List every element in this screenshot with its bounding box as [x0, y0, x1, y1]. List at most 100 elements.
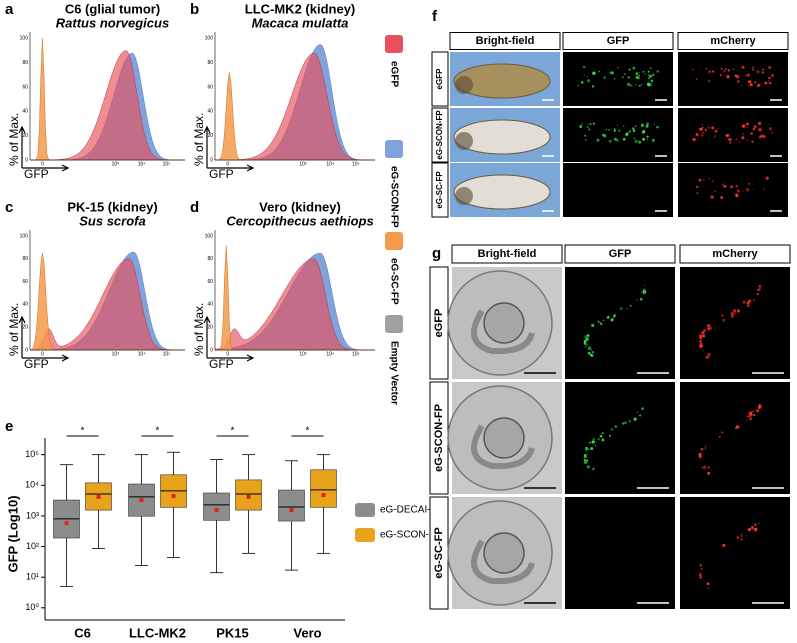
panel-title: Vero (kidney) [259, 199, 341, 214]
fluorescent-spot [699, 572, 701, 574]
fluorescent-spot [609, 434, 611, 437]
legend-swatch [385, 140, 403, 158]
y-tick-label: 100 [20, 36, 29, 42]
fluorescent-spot [704, 128, 708, 132]
fluorescent-spot [720, 196, 724, 199]
y-axis-label: % of Max. [7, 113, 21, 166]
fluorescent-spot [709, 326, 713, 330]
fluorescent-spot [628, 420, 631, 423]
fluorescent-spot [736, 536, 740, 539]
fluorescent-spot [724, 135, 727, 137]
fluorescent-spot [708, 79, 710, 82]
box [278, 489, 305, 522]
fluorescent-spot [699, 458, 701, 460]
fluorescent-spot [639, 297, 643, 301]
x-tick-label: 0 [41, 161, 44, 167]
fluorescent-spot [714, 129, 718, 133]
panel-title: PK-15 (kidney) [67, 199, 157, 214]
fluorescent-spot [745, 124, 747, 126]
embryo-head [455, 76, 473, 94]
fluorescent-spot [640, 123, 645, 127]
fluorescent-spot [749, 412, 752, 415]
x-tick-label: 10⁵ [163, 161, 171, 167]
fluorescent-spot [707, 355, 710, 358]
row-header: eGFP [435, 68, 444, 90]
fluorescent-spot [751, 140, 754, 143]
image-bg [680, 382, 790, 494]
fluorescent-spot [699, 564, 702, 567]
micrograph [450, 52, 560, 106]
panel-title: C6 (glial tumor) [65, 1, 160, 16]
fluorescent-spot [741, 136, 744, 139]
fluorescent-spot [584, 446, 589, 450]
fluorescent-spot [692, 68, 695, 71]
fluorescent-spot [756, 85, 759, 88]
fluorescent-spot [714, 190, 716, 192]
y-tick-label: 10¹ [26, 572, 39, 582]
fluorescent-spot [699, 334, 702, 338]
y-tick-label: 20 [207, 325, 213, 331]
legend-label: eG-SCON-FP [380, 530, 442, 541]
micrograph [565, 497, 675, 609]
fluorescent-spot [746, 415, 749, 418]
y-tick-label: 10⁰ [25, 602, 39, 612]
fluorescent-spot [583, 454, 587, 458]
fluorescent-spot [768, 81, 772, 85]
fluorescent-spot [583, 342, 587, 345]
fluorescent-spot [653, 123, 656, 125]
image-bg [563, 108, 673, 162]
fluorescent-spot [638, 74, 640, 77]
micrograph [563, 108, 673, 162]
fluorescent-spot [647, 82, 651, 86]
fluorescent-spot [627, 82, 631, 86]
micrograph [450, 163, 560, 217]
fluorescent-spot [627, 76, 630, 79]
fluorescent-spot [628, 68, 631, 71]
y-tick-label: 0 [25, 157, 28, 163]
fluorescent-spot [756, 408, 758, 411]
fluorescent-spot [608, 128, 611, 131]
fluorescent-spot [746, 139, 749, 141]
fluorescent-spot [585, 337, 589, 341]
fluorescent-spot [756, 293, 759, 296]
fluorescent-spot [700, 133, 704, 137]
x-axis-label: GFP [24, 167, 49, 181]
fluorescent-spot [735, 138, 738, 141]
fluorescent-spot [633, 137, 636, 140]
x-tick-label: PK15 [216, 625, 249, 640]
fluorescent-spot [646, 138, 648, 140]
fluorescent-spot [699, 342, 703, 346]
fluorescent-spot [601, 438, 605, 442]
image-bg [678, 163, 788, 217]
fluorescent-spot [602, 319, 605, 322]
fluorescent-spot [745, 75, 747, 77]
fluorescent-spot [707, 587, 710, 589]
fluorescent-spot [726, 133, 730, 138]
fluorescent-spot [646, 135, 649, 138]
fluorescent-spot [734, 74, 738, 78]
y-tick-label: 80 [22, 60, 28, 66]
y-tick-label: 80 [207, 60, 213, 66]
fluorescent-spot [616, 139, 619, 142]
fluorescent-spot [590, 349, 593, 351]
fluorescent-spot [729, 141, 732, 144]
y-tick-label: 10² [26, 541, 39, 551]
fluorescent-spot [726, 75, 730, 79]
fluorescent-spot [629, 304, 632, 307]
x-tick-label: 10³ [299, 161, 307, 167]
fluorescent-spot [761, 71, 765, 74]
fluorescent-spot [605, 129, 607, 131]
axis-arrow [203, 315, 255, 362]
panel-label: b [190, 1, 199, 18]
fluorescent-spot [592, 438, 595, 441]
y-tick-label: 10⁵ [25, 449, 39, 459]
fluorescent-spot [748, 80, 751, 83]
fluorescent-spot [597, 320, 600, 323]
fluorescent-spot [733, 312, 736, 315]
fluorescent-spot [722, 318, 725, 322]
y-tick-label: 80 [207, 256, 213, 262]
x-tick-label: 10³ [112, 161, 120, 167]
embryo [453, 174, 551, 210]
species-name: Cercopithecus aethiops [226, 213, 373, 228]
